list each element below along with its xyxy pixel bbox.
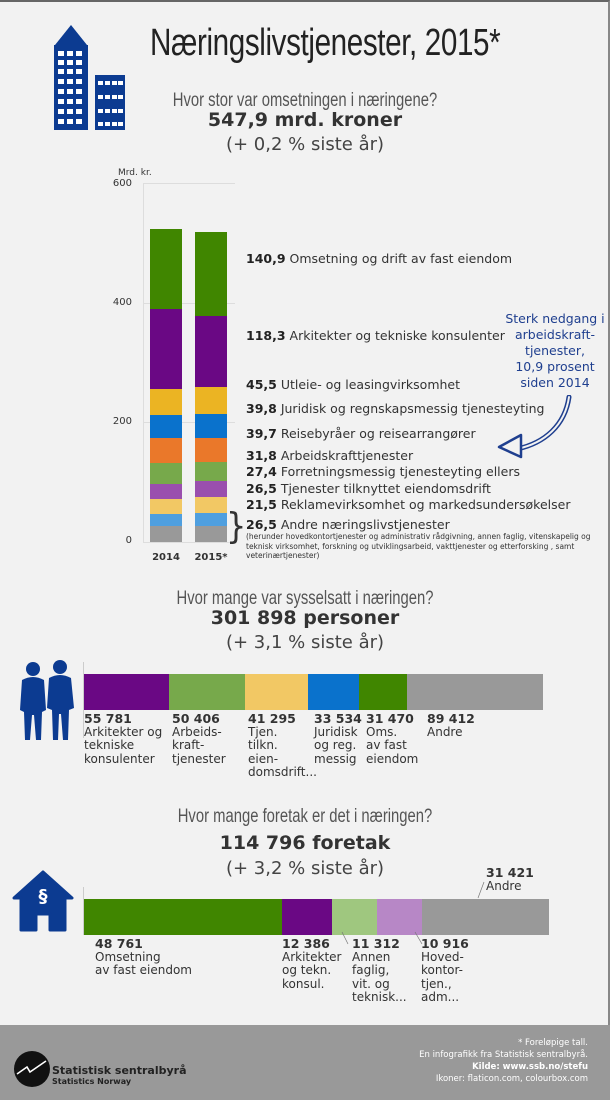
buildings-icon bbox=[54, 25, 125, 130]
bar-segment bbox=[195, 316, 227, 388]
bar-segment bbox=[84, 674, 169, 710]
bar-segment bbox=[377, 899, 422, 935]
bar-segment bbox=[150, 483, 182, 499]
footnote-credit: En infografikk fra Statistisk sentralbyr… bbox=[419, 1050, 588, 1060]
bar-segment bbox=[281, 899, 332, 935]
curved-arrow-icon bbox=[497, 395, 572, 459]
leader-lines bbox=[341, 931, 423, 945]
revenue-change: (+ 0,2 % siste år) bbox=[225, 134, 385, 155]
y-axis-line bbox=[143, 183, 144, 543]
legend-item: 21,5 Reklamevirksomhet og markedsundersø… bbox=[246, 497, 571, 512]
bar-label: 33 534 Juridisk og reg. messig bbox=[314, 711, 362, 766]
bar-2015 bbox=[195, 183, 227, 542]
bar-label: 48 761 Omsetning av fast eiendom bbox=[95, 936, 192, 977]
bar-segment bbox=[150, 438, 182, 463]
bar-label: 55 781 Arkitekter og tekniske konsulenter bbox=[84, 711, 163, 766]
gridline-0 bbox=[143, 542, 235, 543]
gridline-200 bbox=[143, 422, 235, 423]
leader-line-andre bbox=[477, 881, 485, 899]
employment-total: 301 898 personer bbox=[210, 607, 400, 629]
icons-credit: Ikoner: flaticon.com, colourbox.com bbox=[435, 1074, 588, 1084]
bar-segment bbox=[195, 414, 227, 439]
bar-segment bbox=[195, 438, 227, 463]
bar-segment bbox=[195, 232, 227, 317]
bar-label: 11 312 Annen faglig, vit. og teknisk... bbox=[352, 936, 407, 1004]
andre-note: (herunder hovedkontortjenester og admini… bbox=[246, 532, 591, 560]
bar-label: 31 421 Andre bbox=[486, 865, 534, 893]
bar-segment bbox=[150, 414, 182, 439]
axis-line bbox=[83, 662, 84, 738]
legend-item: 140,9 Omsetning og drift av fast eiendom bbox=[246, 251, 513, 266]
svg-text:§: § bbox=[39, 886, 48, 907]
revenue-question: Hvor stor var omsetningen i næringene? bbox=[172, 90, 438, 111]
bar-segment bbox=[195, 526, 227, 542]
legend-item: 31,8 Arbeidskrafttjenester bbox=[246, 448, 414, 463]
legend-item: 26,5 Andre næringslivstjenester bbox=[246, 517, 450, 532]
people-icon bbox=[20, 660, 74, 740]
legend-item: 118,3 Arkitekter og tekniske konsulenter bbox=[246, 328, 505, 343]
source-link[interactable]: Kilde: www.ssb.no/stefu bbox=[472, 1062, 588, 1072]
bar-segment bbox=[195, 497, 227, 514]
infographic-frame bbox=[0, 0, 610, 1025]
bar-segment bbox=[195, 481, 227, 498]
ssb-logo-text: Statistisk sentralbyrå Statistics Norway bbox=[52, 1064, 187, 1086]
page-title: Næringslivstjenester, 2015* bbox=[150, 22, 501, 64]
bar-segment bbox=[168, 674, 246, 710]
bar-label: 10 916 Hoved-kontor-tjen., adm... bbox=[421, 936, 469, 1004]
employment-bar bbox=[84, 674, 543, 710]
bar-label: 12 386 Arkitekter og tekn. konsul. bbox=[282, 936, 342, 991]
legend-item: 39,8 Juridisk og regnskapsmessig tjenest… bbox=[246, 401, 545, 416]
y-axis-title: Mrd. kr. bbox=[118, 168, 152, 178]
gridline-600 bbox=[143, 183, 235, 184]
legend-item: 26,5 Tjenester tilknyttet eiendomsdrift bbox=[246, 481, 491, 496]
bar-segment bbox=[150, 526, 182, 542]
y-tick-400: 400 bbox=[112, 297, 132, 308]
bar-segment bbox=[308, 674, 360, 710]
bar-label: 31 470 Oms. av fast eiendom bbox=[366, 711, 419, 766]
house-paragraph-icon: § bbox=[12, 870, 74, 932]
ssb-logo-icon bbox=[14, 1051, 50, 1087]
footnote-preliminary: * Foreløpige tall. bbox=[518, 1038, 588, 1048]
bar-segment bbox=[331, 899, 378, 935]
employment-question: Hvor mange var sysselsatt i næringen? bbox=[176, 588, 434, 609]
bar-segment bbox=[421, 899, 549, 935]
enterprises-change: (+ 3,2 % siste år) bbox=[225, 858, 385, 879]
legend-item: 45,5 Utleie- og leasingvirksomhet bbox=[246, 377, 461, 392]
axis-line bbox=[83, 887, 84, 935]
bar-segment bbox=[245, 674, 309, 710]
bar-segment bbox=[84, 899, 282, 935]
bar-segment bbox=[195, 462, 227, 482]
bar-segment bbox=[150, 389, 182, 415]
bar-segment bbox=[195, 513, 227, 527]
footer-notes: * Foreløpige tall. En infografikk fra St… bbox=[419, 1037, 588, 1085]
enterprises-question: Hvor mange foretak er det i næringen? bbox=[177, 806, 433, 827]
footer bbox=[0, 1025, 610, 1100]
y-tick-600: 600 bbox=[112, 178, 132, 189]
enterprises-total: 114 796 foretak bbox=[219, 832, 391, 854]
bar-segment bbox=[150, 513, 182, 527]
callout-text: Sterk nedgang i arbeidskraft- tjenester,… bbox=[505, 311, 605, 390]
legend-item: 39,7 Reisebyråer og reisearrangører bbox=[246, 426, 476, 441]
x-label-2014: 2014 bbox=[152, 552, 180, 563]
bar-label: 41 295 Tjen. tilkn. eien-domsdrift... bbox=[248, 711, 317, 779]
bar-segment bbox=[150, 462, 182, 484]
x-label-2015: 2015* bbox=[194, 552, 228, 563]
bar-segment bbox=[195, 387, 227, 415]
brace-icon: } bbox=[226, 505, 247, 547]
bar-segment bbox=[150, 498, 182, 514]
enterprises-bar bbox=[84, 899, 549, 935]
y-tick-0: 0 bbox=[125, 535, 132, 546]
bar-label: 50 406 Arbeids-kraft-tjenester bbox=[172, 711, 226, 766]
bar-segment bbox=[150, 229, 182, 309]
gridline-400 bbox=[143, 303, 235, 304]
bar-label: 89 412 Andre bbox=[427, 711, 475, 739]
y-tick-200: 200 bbox=[112, 416, 132, 427]
revenue-total: 547,9 mrd. kroner bbox=[207, 109, 403, 131]
employment-change: (+ 3,1 % siste år) bbox=[225, 632, 385, 653]
bar-2014 bbox=[150, 183, 182, 542]
legend-item: 27,4 Forretningsmessig tjenesteyting ell… bbox=[246, 464, 520, 479]
bar-segment bbox=[359, 674, 408, 710]
bar-segment bbox=[407, 674, 543, 710]
bar-segment bbox=[150, 308, 182, 390]
